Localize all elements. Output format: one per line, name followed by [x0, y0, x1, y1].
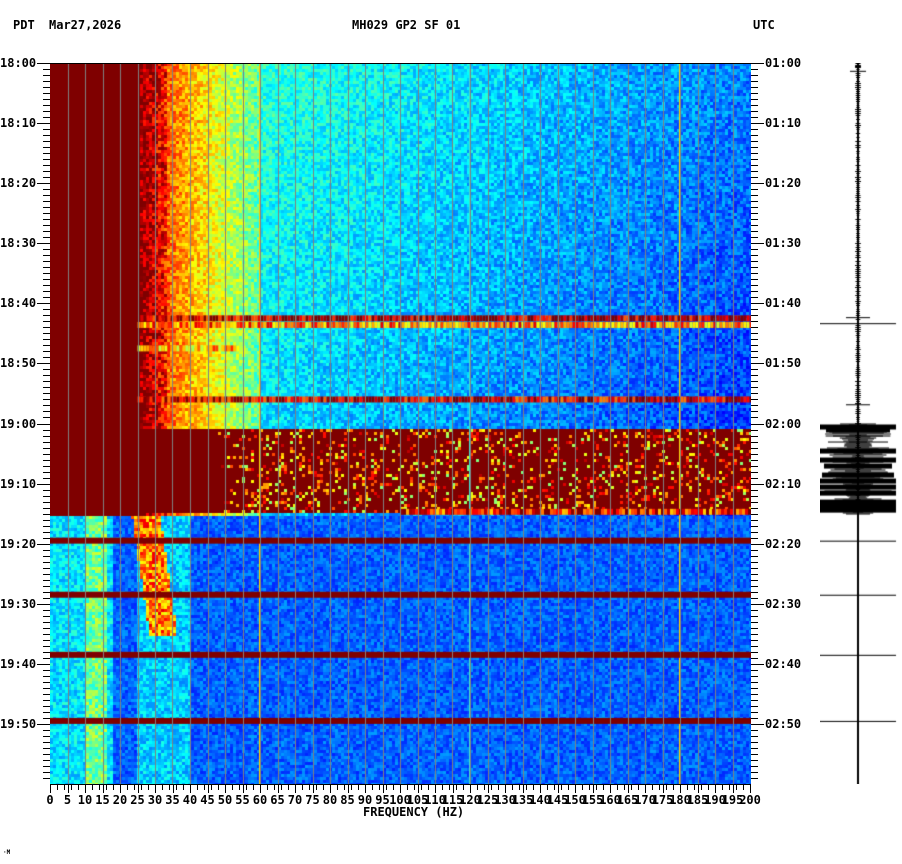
x-tick-label: 70 — [287, 793, 303, 807]
x-tick-label: 75 — [305, 793, 320, 807]
y-tick-label-right: 02:40 — [765, 656, 802, 671]
x-tick-label: 135 — [511, 793, 534, 807]
y-tick-label-left: 19:20 — [0, 536, 37, 551]
x-tick-label: 90 — [357, 793, 373, 807]
x-tick-label: 65 — [270, 793, 285, 807]
y-tick-label-left: 18:20 — [0, 176, 37, 191]
x-tick-label: 105 — [406, 793, 429, 807]
x-tick-label: 35 — [165, 793, 180, 807]
x-tick-label: 190 — [704, 793, 726, 807]
x-tick-label: 5 — [63, 793, 72, 807]
y-tick-label-right: 02:10 — [765, 476, 802, 491]
y-tick-label-right: 01:50 — [765, 356, 802, 371]
x-tick-label: 55 — [235, 793, 250, 807]
x-tick-label: 95 — [375, 793, 390, 807]
x-tick-label: 20 — [112, 793, 128, 807]
station-title: MH029 GP2 SF 01 — [352, 18, 461, 32]
x-tick-label: 160 — [599, 793, 621, 807]
x-tick-label: 155 — [581, 793, 604, 807]
x-tick-label: 120 — [459, 793, 481, 807]
y-tick-label-right: 02:00 — [765, 416, 802, 431]
y-tick-label-right: 01:30 — [765, 236, 802, 251]
y-tick-label-right: 01:10 — [765, 116, 802, 131]
left-timezone-label: PDT — [13, 18, 35, 32]
y-tick-label-right: 01:40 — [765, 296, 802, 311]
y-tick-label-left: 18:00 — [0, 56, 37, 70]
y-tick-label-right: 02:30 — [765, 596, 802, 611]
x-tick-label: 15 — [95, 793, 110, 807]
y-tick-label-left: 18:10 — [0, 116, 37, 131]
x-tick-label: 25 — [130, 793, 145, 807]
right-timezone-label: UTC — [753, 18, 775, 32]
x-axis-title: FREQUENCY (HZ) — [363, 805, 465, 819]
x-tick-label: 50 — [217, 793, 233, 807]
x-tick-label: 145 — [546, 793, 569, 807]
y-tick-label-right: 01:00 — [765, 56, 802, 70]
y-tick-label-left: 19:30 — [0, 596, 37, 611]
y-tick-label-left: 18:30 — [0, 236, 37, 251]
x-tick-label: 150 — [564, 793, 586, 807]
seismogram-trace — [820, 63, 898, 784]
x-tick-label: 80 — [322, 793, 338, 807]
x-tick-label: 40 — [182, 793, 198, 807]
x-tick-label: 130 — [494, 793, 516, 807]
y-tick-label-left: 19:10 — [0, 476, 37, 491]
x-tick-label: 10 — [77, 793, 93, 807]
x-tick-label: 125 — [476, 793, 499, 807]
y-tick-label-left: 18:40 — [0, 296, 37, 311]
y-tick-label-right: 01:20 — [765, 176, 802, 191]
x-tick-label: 185 — [686, 793, 709, 807]
x-tick-label: 195 — [721, 793, 744, 807]
y-tick-label-left: 19:00 — [0, 416, 37, 431]
x-tick-label: 100 — [389, 793, 411, 807]
x-tick-label: 60 — [252, 793, 268, 807]
x-tick-label: 0 — [46, 793, 54, 807]
date-label: Mar27,2026 — [49, 18, 122, 32]
x-tick-label: 170 — [634, 793, 656, 807]
y-tick-label-right: 02:20 — [765, 536, 802, 551]
x-tick-label: 85 — [340, 793, 355, 807]
x-tick-label: 175 — [651, 793, 674, 807]
y-tick-label-left: 19:40 — [0, 656, 37, 671]
x-tick-label: 200 — [739, 793, 761, 807]
spectrogram-heatmap — [50, 63, 751, 784]
x-tick-label: 180 — [669, 793, 691, 807]
x-tick-label: 165 — [616, 793, 639, 807]
x-tick-label: 110 — [424, 793, 446, 807]
y-tick-label-left: 19:50 — [0, 716, 37, 731]
y-tick-label-left: 18:50 — [0, 356, 37, 371]
x-tick-label: 45 — [200, 793, 215, 807]
x-tick-label: 115 — [441, 793, 464, 807]
y-tick-label-right: 02:50 — [765, 716, 802, 731]
x-tick-label: 30 — [147, 793, 163, 807]
x-tick-label: 140 — [529, 793, 551, 807]
corner-mark: ·M — [3, 849, 11, 856]
